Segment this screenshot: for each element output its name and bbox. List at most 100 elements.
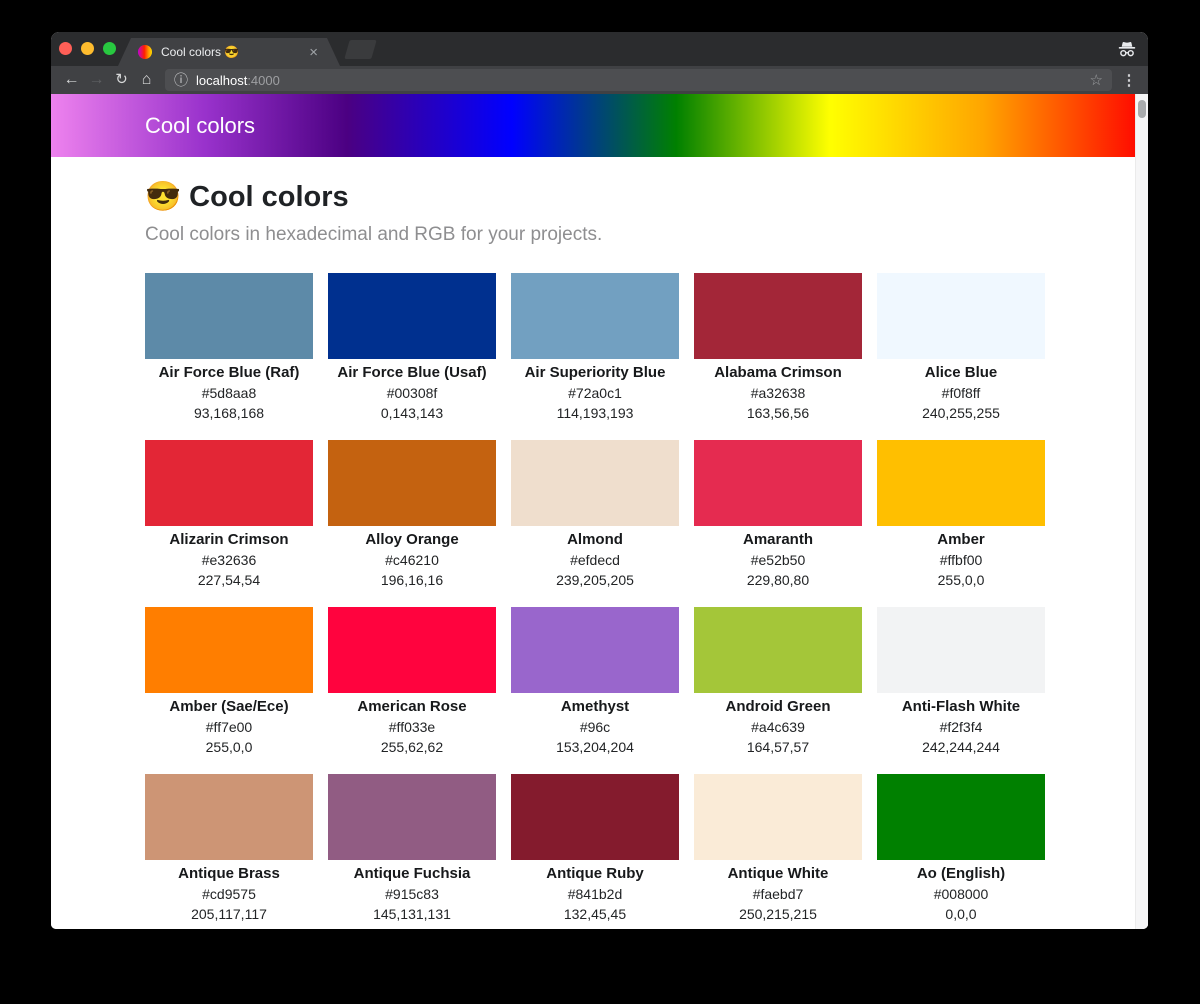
color-swatch xyxy=(511,774,679,860)
browser-toolbar: ← → ↻ ⌂ ⓘ localhost:4000 ☆ ⋮ xyxy=(51,66,1148,94)
color-swatch xyxy=(328,440,496,526)
color-swatch xyxy=(511,440,679,526)
color-swatch xyxy=(694,774,862,860)
color-rgb: 240,255,255 xyxy=(922,405,1000,421)
color-name: Air Force Blue (Raf) xyxy=(158,364,300,381)
color-hex: #ffbf00 xyxy=(939,552,983,568)
color-rgb: 153,204,204 xyxy=(556,739,634,755)
color-rgb: 239,205,205 xyxy=(556,572,634,588)
color-hex: #faebd7 xyxy=(752,886,804,902)
color-hex: #f0f8ff xyxy=(941,385,981,401)
bookmark-star-icon[interactable]: ☆ xyxy=(1089,72,1103,89)
color-card: Antique Brass #cd9575 205,117,117 xyxy=(145,774,313,924)
color-hex: #cd9575 xyxy=(202,886,256,902)
color-swatch xyxy=(694,440,862,526)
color-swatch xyxy=(145,607,313,693)
color-name: Anti-Flash White xyxy=(901,698,1021,715)
color-swatch xyxy=(877,273,1045,359)
color-rgb: 205,117,117 xyxy=(191,906,267,922)
color-rgb: 0,0,0 xyxy=(945,906,977,922)
color-name: Alice Blue xyxy=(924,364,998,381)
color-rgb: 145,131,131 xyxy=(373,906,451,922)
color-rgb: 132,45,45 xyxy=(563,906,627,922)
color-rgb: 93,168,168 xyxy=(193,405,265,421)
color-name: Antique Fuchsia xyxy=(353,865,471,882)
color-rgb: 255,0,0 xyxy=(205,739,253,755)
color-swatch xyxy=(328,607,496,693)
color-swatch xyxy=(511,607,679,693)
page-scrollbar[interactable] xyxy=(1135,94,1148,929)
site-title: Cool colors xyxy=(145,112,256,138)
color-swatch xyxy=(145,273,313,359)
color-rgb: 0,143,143 xyxy=(380,405,444,421)
browser-window: Cool colors 😎 × ← → ↻ ⌂ ⓘ localhost:4000… xyxy=(51,32,1148,929)
color-rgb: 255,0,0 xyxy=(937,572,985,588)
color-name: Air Superiority Blue xyxy=(524,364,666,381)
browser-tab[interactable]: Cool colors 😎 × xyxy=(118,38,340,66)
color-card: Amaranth #e52b50 229,80,80 xyxy=(694,440,862,590)
color-card: Alabama Crimson #a32638 163,56,56 xyxy=(694,273,862,423)
color-card: Air Superiority Blue #72a0c1 114,193,193 xyxy=(511,273,679,423)
color-hex: #c46210 xyxy=(385,552,439,568)
color-hex: #841b2d xyxy=(567,886,623,902)
color-name: Amethyst xyxy=(560,698,630,715)
color-rgb: 229,80,80 xyxy=(746,572,810,588)
address-bar[interactable]: ⓘ localhost:4000 ☆ xyxy=(165,69,1112,91)
incognito-icon xyxy=(1116,41,1138,63)
color-hex: #a4c639 xyxy=(751,719,805,735)
color-card: Alloy Orange #c46210 196,16,16 xyxy=(328,440,496,590)
page-title: 😎 Cool colors xyxy=(145,181,349,213)
color-hex: #ff033e xyxy=(388,719,436,735)
scrollbar-thumb[interactable] xyxy=(1138,100,1146,118)
page-info-icon[interactable]: ⓘ xyxy=(174,72,188,88)
color-name: Android Green xyxy=(725,698,831,715)
tab-close-icon[interactable]: × xyxy=(309,43,318,61)
color-rgb: 242,244,244 xyxy=(922,739,1000,755)
color-card: Amber #ffbf00 255,0,0 xyxy=(877,440,1045,590)
color-name: Alizarin Crimson xyxy=(169,531,289,548)
new-tab-button[interactable] xyxy=(344,40,377,59)
color-rgb: 114,193,193 xyxy=(556,405,634,421)
color-name: Amber (Sae/Ece) xyxy=(169,698,289,715)
color-swatch xyxy=(694,273,862,359)
color-name: Alloy Orange xyxy=(365,531,459,548)
color-swatch xyxy=(877,440,1045,526)
close-window-button[interactable] xyxy=(59,42,72,55)
color-hex: #e32636 xyxy=(201,552,257,568)
color-rgb: 250,215,215 xyxy=(739,906,817,922)
maximize-window-button[interactable] xyxy=(103,42,116,55)
back-icon[interactable]: ← xyxy=(63,71,80,88)
color-name: Air Force Blue (Usaf) xyxy=(337,364,487,381)
color-name: Antique Brass xyxy=(178,865,280,882)
color-hex: #915c83 xyxy=(385,886,439,902)
color-hex: #00308f xyxy=(386,385,438,401)
color-name: Ao (English) xyxy=(916,865,1006,882)
color-card: Anti-Flash White #f2f3f4 242,244,244 xyxy=(877,607,1045,757)
color-rgb: 196,16,16 xyxy=(380,572,444,588)
color-card: Air Force Blue (Usaf) #00308f 0,143,143 xyxy=(328,273,496,423)
reload-icon[interactable]: ↻ xyxy=(115,71,128,88)
url-text[interactable]: localhost:4000 xyxy=(196,73,280,88)
color-rgb: 163,56,56 xyxy=(746,405,810,421)
color-swatch xyxy=(145,774,313,860)
page-header-banner: Cool colors xyxy=(51,94,1148,157)
color-card: Ao (English) #008000 0,0,0 xyxy=(877,774,1045,924)
color-name: Almond xyxy=(567,531,623,548)
color-name: Alabama Crimson xyxy=(714,364,842,381)
color-card: Almond #efdecd 239,205,205 xyxy=(511,440,679,590)
minimize-window-button[interactable] xyxy=(81,42,94,55)
home-icon[interactable]: ⌂ xyxy=(141,71,152,88)
color-card: Antique White #faebd7 250,215,215 xyxy=(694,774,862,924)
url-host: localhost xyxy=(196,72,248,88)
color-rgb: 164,57,57 xyxy=(746,739,810,755)
tab-bar: Cool colors 😎 × xyxy=(51,32,1148,66)
color-swatch xyxy=(328,774,496,860)
browser-menu-icon[interactable]: ⋮ xyxy=(1121,72,1137,89)
color-card: Air Force Blue (Raf) #5d8aa8 93,168,168 xyxy=(145,273,313,423)
page-viewport: Cool colors 😎 Cool colors Cool colors in… xyxy=(51,94,1148,929)
forward-icon: → xyxy=(88,71,105,88)
color-name: American Rose xyxy=(357,698,467,715)
color-grid: Air Force Blue (Raf) #5d8aa8 93,168,168 Air… xyxy=(145,273,1075,929)
color-hex: #efdecd xyxy=(570,552,620,568)
tab-title: Cool colors 😎 xyxy=(161,45,240,59)
